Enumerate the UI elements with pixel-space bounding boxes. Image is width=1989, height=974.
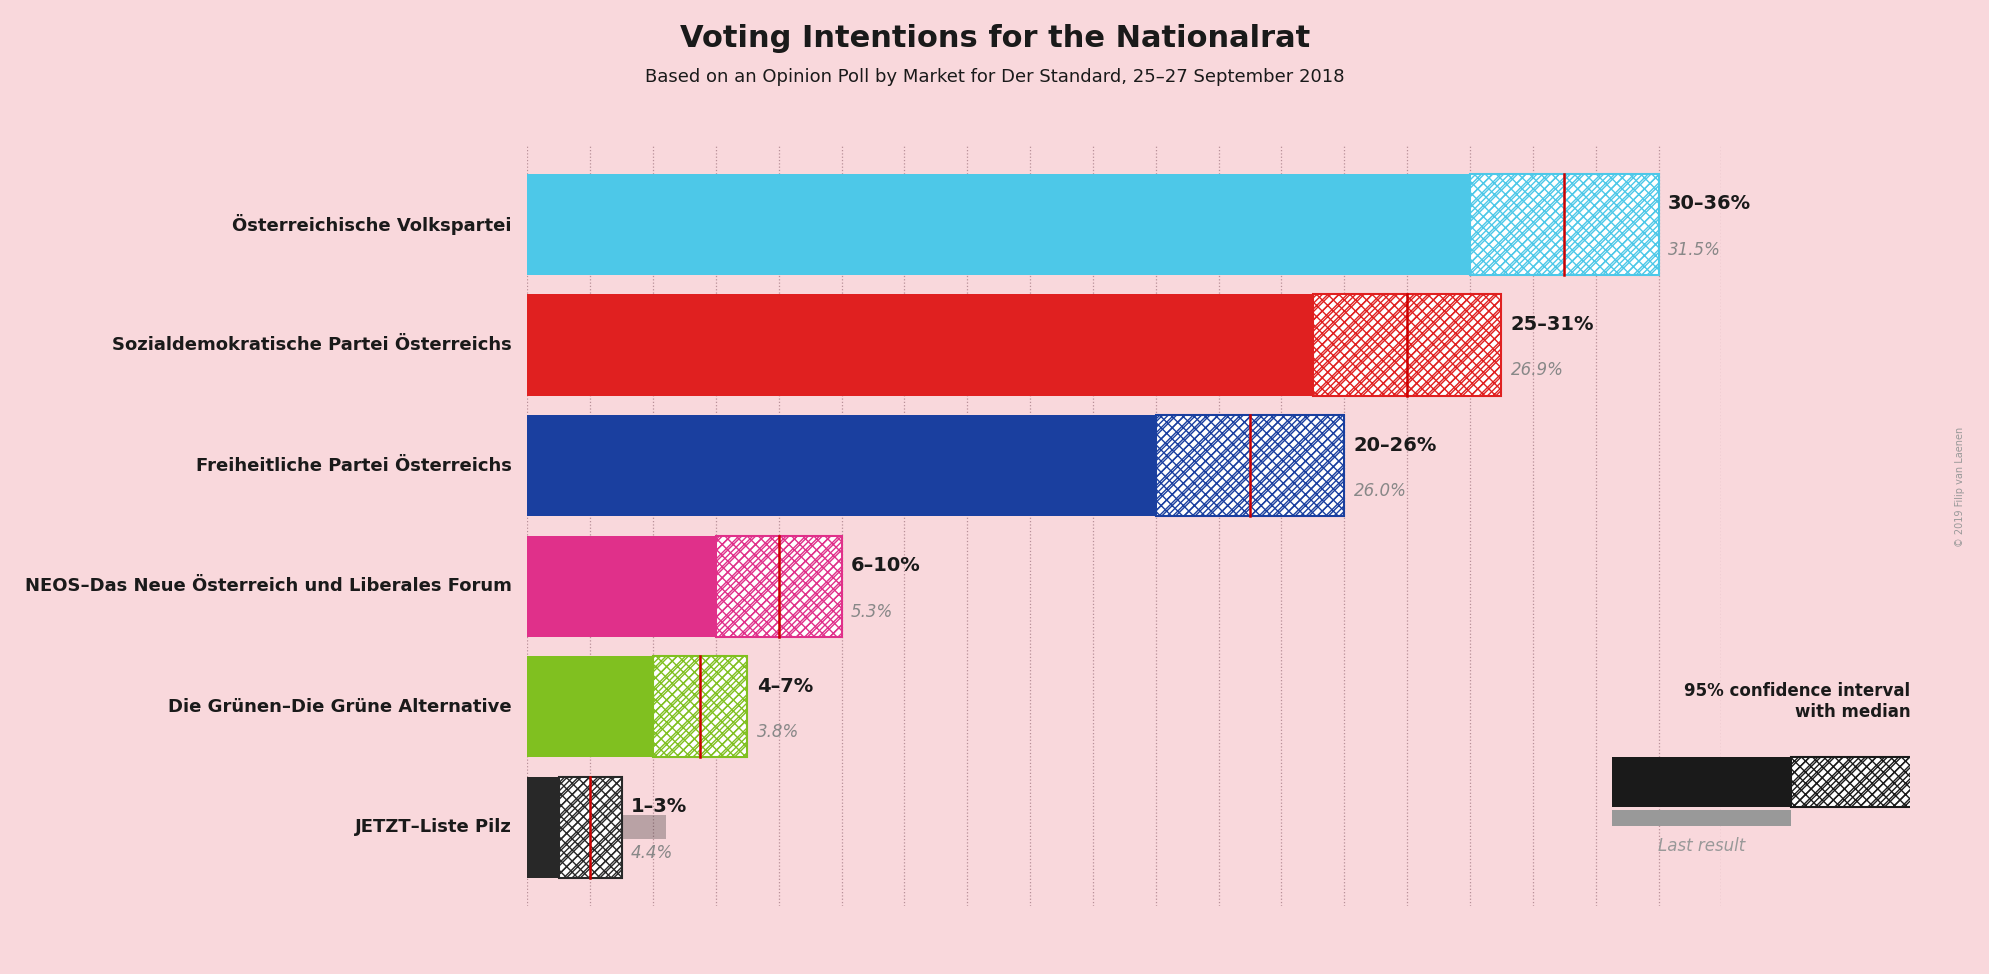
Bar: [1470, 173, 1657, 275]
Bar: [1790, 757, 1929, 806]
Bar: [716, 536, 841, 637]
Text: Based on an Opinion Poll by Market for Der Standard, 25–27 September 2018: Based on an Opinion Poll by Market for D…: [644, 68, 1345, 86]
Text: Österreichische Volkspartei: Österreichische Volkspartei: [233, 214, 511, 235]
Text: 6–10%: 6–10%: [851, 556, 921, 576]
Bar: [1611, 757, 1790, 806]
Text: © 2019 Filip van Laenen: © 2019 Filip van Laenen: [1953, 427, 1965, 547]
Bar: [527, 536, 716, 637]
Bar: [527, 777, 559, 879]
Bar: [652, 656, 748, 758]
Text: Last result: Last result: [1657, 837, 1744, 855]
Text: 5.3%: 5.3%: [851, 603, 893, 620]
Text: 20–26%: 20–26%: [1353, 435, 1436, 455]
Bar: [1156, 415, 1345, 516]
Bar: [1156, 415, 1345, 516]
Bar: [527, 656, 652, 758]
Text: JETZT–Liste Pilz: JETZT–Liste Pilz: [354, 818, 511, 837]
Bar: [1313, 294, 1500, 395]
Bar: [1313, 294, 1500, 395]
Bar: [652, 656, 748, 758]
Text: Die Grünen–Die Grüne Alternative: Die Grünen–Die Grüne Alternative: [167, 697, 511, 716]
Bar: [527, 415, 1156, 516]
Bar: [527, 454, 1345, 477]
Text: 95% confidence interval
with median: 95% confidence interval with median: [1683, 682, 1909, 721]
Bar: [1470, 173, 1657, 275]
Text: 4–7%: 4–7%: [756, 677, 814, 695]
Text: NEOS–Das Neue Österreich und Liberales Forum: NEOS–Das Neue Österreich und Liberales F…: [24, 578, 511, 595]
Bar: [1313, 294, 1500, 395]
Bar: [527, 173, 1470, 275]
Bar: [527, 294, 1313, 395]
Text: 25–31%: 25–31%: [1510, 315, 1593, 334]
Bar: [716, 536, 841, 637]
Bar: [1470, 173, 1657, 275]
Bar: [1611, 810, 1790, 826]
Bar: [1470, 173, 1657, 275]
Bar: [559, 777, 621, 879]
Bar: [1790, 757, 1929, 806]
Bar: [716, 536, 841, 637]
Bar: [1790, 757, 1929, 806]
Bar: [1156, 415, 1345, 516]
Bar: [559, 777, 621, 879]
Bar: [527, 815, 664, 840]
Text: 4.4%: 4.4%: [631, 843, 672, 862]
Text: Freiheitliche Partei Österreichs: Freiheitliche Partei Österreichs: [195, 457, 511, 474]
Bar: [652, 656, 748, 758]
Bar: [716, 536, 841, 637]
Text: 31.5%: 31.5%: [1667, 241, 1720, 259]
Bar: [527, 212, 1516, 237]
Text: 26.9%: 26.9%: [1510, 361, 1563, 380]
Bar: [527, 694, 646, 719]
Text: 26.0%: 26.0%: [1353, 482, 1406, 500]
Bar: [527, 333, 1372, 357]
Text: Sozialdemokratische Partei Österreichs: Sozialdemokratische Partei Österreichs: [111, 336, 511, 355]
Bar: [559, 777, 621, 879]
Text: 3.8%: 3.8%: [756, 723, 798, 741]
Text: 1–3%: 1–3%: [631, 798, 686, 816]
Bar: [559, 777, 621, 879]
Text: 30–36%: 30–36%: [1667, 195, 1750, 213]
Text: Voting Intentions for the Nationalrat: Voting Intentions for the Nationalrat: [680, 24, 1309, 54]
Bar: [1156, 415, 1345, 516]
Bar: [1313, 294, 1500, 395]
Bar: [652, 656, 748, 758]
Bar: [527, 575, 694, 598]
